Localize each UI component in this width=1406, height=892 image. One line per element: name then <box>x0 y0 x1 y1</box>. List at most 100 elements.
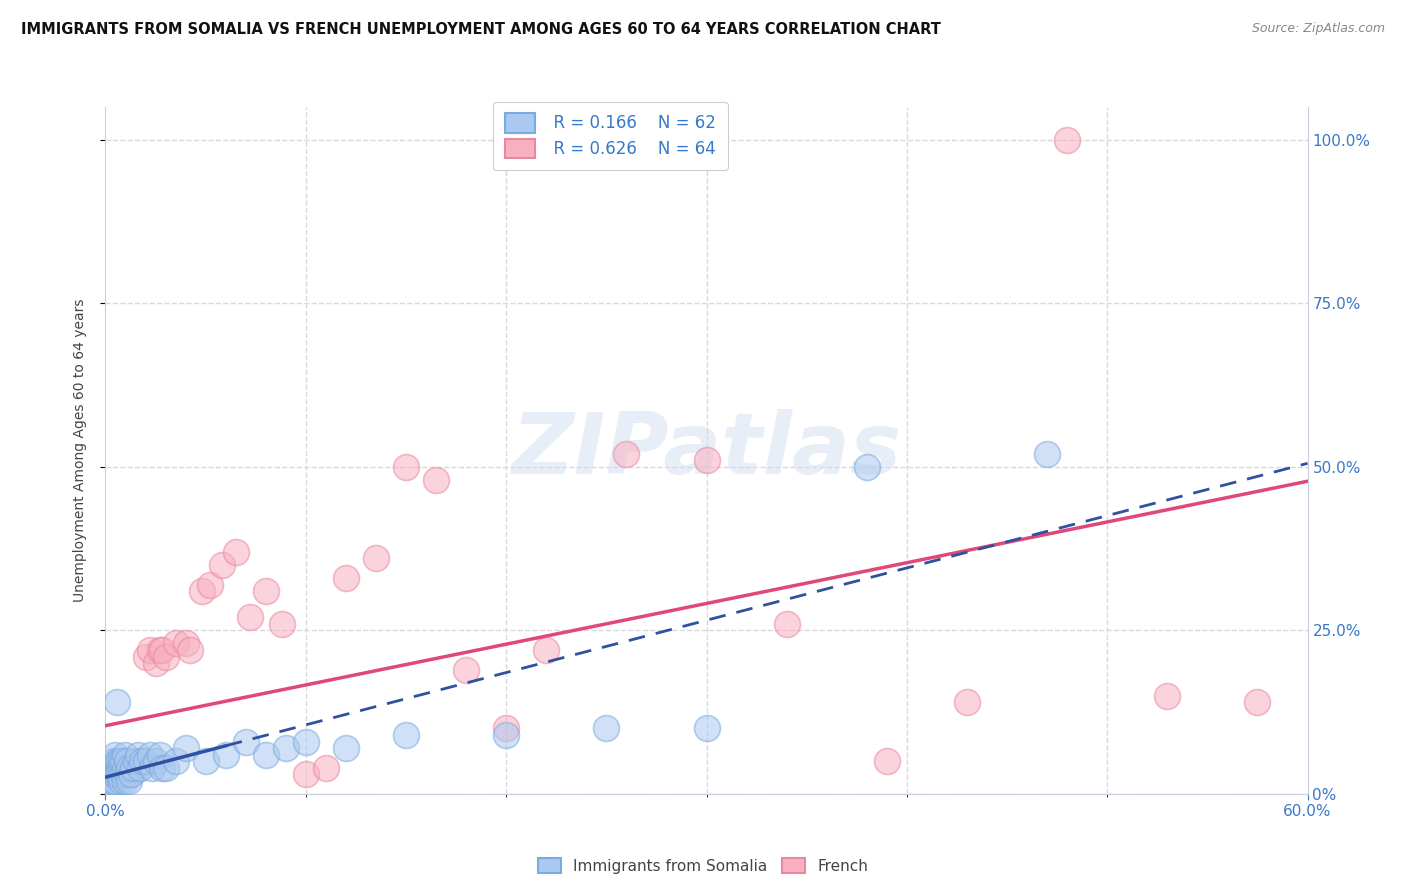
Point <box>108 761 131 775</box>
Point <box>103 761 125 775</box>
Point <box>114 767 136 781</box>
Point <box>124 754 146 768</box>
Point <box>114 761 136 775</box>
Point <box>495 722 517 736</box>
Point <box>1036 447 1059 461</box>
Point <box>112 761 135 775</box>
Point <box>696 722 718 736</box>
Point <box>148 643 170 657</box>
Point <box>174 636 197 650</box>
Point <box>211 558 233 572</box>
Point <box>121 767 143 781</box>
Point <box>131 754 153 768</box>
Point <box>118 761 141 775</box>
Point <box>103 761 125 775</box>
Point <box>98 761 121 775</box>
Point <box>107 767 129 781</box>
Y-axis label: Unemployment Among Ages 60 to 64 years: Unemployment Among Ages 60 to 64 years <box>73 299 87 602</box>
Point <box>103 767 125 781</box>
Point <box>254 584 277 599</box>
Point <box>295 767 318 781</box>
Point <box>98 780 121 795</box>
Point <box>104 761 127 775</box>
Point <box>616 447 638 461</box>
Point <box>776 616 799 631</box>
Point <box>107 767 129 781</box>
Point <box>114 773 136 788</box>
Point <box>155 649 177 664</box>
Point <box>100 773 122 788</box>
Point <box>100 761 122 775</box>
Text: ZIPatlas: ZIPatlas <box>512 409 901 492</box>
Point <box>198 577 221 591</box>
Point <box>876 754 898 768</box>
Legend:   R = 0.166    N = 62,   R = 0.626    N = 64: R = 0.166 N = 62, R = 0.626 N = 64 <box>494 102 728 170</box>
Point <box>104 773 127 788</box>
Point <box>128 761 150 775</box>
Point <box>104 747 127 762</box>
Legend: Immigrants from Somalia, French: Immigrants from Somalia, French <box>531 852 875 880</box>
Point <box>100 780 122 795</box>
Point <box>103 767 125 781</box>
Point <box>112 754 135 768</box>
Point <box>118 761 141 775</box>
Point <box>118 773 141 788</box>
Point <box>138 643 160 657</box>
Point <box>179 643 201 657</box>
Point <box>107 761 129 775</box>
Point <box>100 767 122 781</box>
Point <box>104 761 127 775</box>
Point <box>135 754 157 768</box>
Point <box>104 773 127 788</box>
Point <box>534 643 557 657</box>
Text: IMMIGRANTS FROM SOMALIA VS FRENCH UNEMPLOYMENT AMONG AGES 60 TO 64 YEARS CORRELA: IMMIGRANTS FROM SOMALIA VS FRENCH UNEMPL… <box>21 22 941 37</box>
Point <box>395 459 418 474</box>
Point <box>100 767 122 781</box>
Point <box>145 754 167 768</box>
Point <box>425 473 447 487</box>
Point <box>108 767 131 781</box>
Point <box>855 459 877 474</box>
Point <box>96 773 118 788</box>
Point <box>107 767 129 781</box>
Point <box>235 734 257 748</box>
Point <box>495 728 517 742</box>
Point <box>364 551 387 566</box>
Point <box>98 780 121 795</box>
Point <box>117 767 139 781</box>
Point <box>114 761 136 775</box>
Point <box>108 761 131 775</box>
Point <box>155 761 177 775</box>
Point <box>274 741 297 756</box>
Point <box>190 584 212 599</box>
Point <box>121 767 143 781</box>
Point <box>696 453 718 467</box>
Point <box>104 767 127 781</box>
Point <box>124 754 146 768</box>
Point <box>1156 689 1178 703</box>
Point <box>98 773 121 788</box>
Point <box>127 747 149 762</box>
Point <box>335 741 357 756</box>
Point <box>110 773 132 788</box>
Point <box>174 741 197 756</box>
Point <box>956 695 979 709</box>
Point <box>454 663 477 677</box>
Point <box>165 754 187 768</box>
Point <box>112 767 135 781</box>
Point <box>150 643 173 657</box>
Point <box>225 545 247 559</box>
Point <box>145 656 167 670</box>
Point <box>108 754 131 768</box>
Point <box>315 761 337 775</box>
Point <box>108 767 131 781</box>
Point <box>1056 133 1078 147</box>
Point <box>103 754 125 768</box>
Point <box>239 610 262 624</box>
Point <box>103 773 125 788</box>
Point <box>98 767 121 781</box>
Point <box>148 747 170 762</box>
Text: Source: ZipAtlas.com: Source: ZipAtlas.com <box>1251 22 1385 36</box>
Point <box>122 761 145 775</box>
Point <box>131 754 153 768</box>
